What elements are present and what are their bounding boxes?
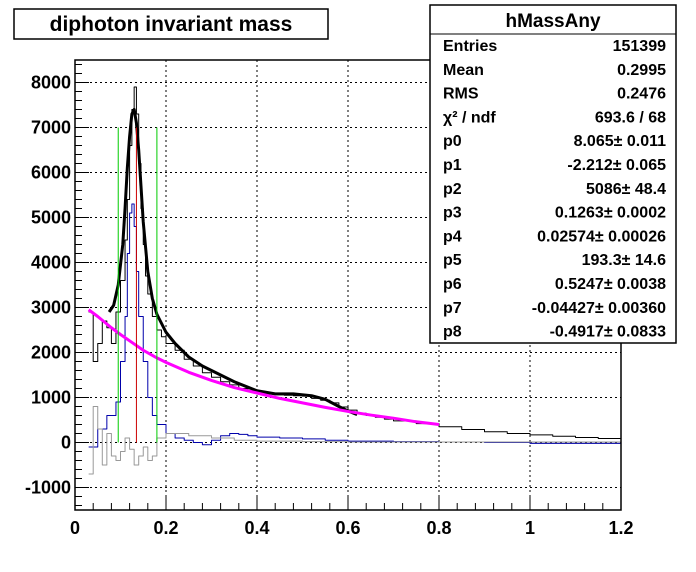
stats-value: -0.04427± 0.00360 xyxy=(532,300,666,317)
stats-value: 693.6 / 68 xyxy=(595,109,666,126)
series-layer xyxy=(87,86,622,475)
stats-label: RMS xyxy=(443,86,479,103)
stats-frame xyxy=(429,4,677,344)
x-tick-label: 0.8 xyxy=(426,518,451,538)
stats-box: hMassAny Entries 151399 Mean 0.2995 RMS 0.247… xyxy=(429,4,677,344)
stats-value: 8.065± 0.011 xyxy=(574,133,667,150)
chart-title: diphoton invariant mass xyxy=(50,13,293,36)
stats-label: Entries xyxy=(443,38,497,55)
stats-label: p5 xyxy=(443,252,462,269)
x-tick-labels: 0 0.2 0.4 0.6 0.8 1 1.2 xyxy=(70,518,634,538)
stats-label: p8 xyxy=(443,324,462,341)
y-tick-label: 7000 xyxy=(31,118,71,138)
x-tick-label: 0.2 xyxy=(153,518,178,538)
y-tick-label: 2000 xyxy=(31,343,71,363)
y-tick-label: -1000 xyxy=(25,478,71,498)
stats-label: p6 xyxy=(443,276,462,293)
y-tick-label: 1000 xyxy=(31,388,71,408)
axis-ticks xyxy=(74,64,622,510)
title-frame xyxy=(13,8,329,40)
y-tick-labels: -1000 0 1000 2000 3000 4000 5000 6000 7000 8000 xyxy=(25,73,71,498)
stats-value: 193.3± 14.6 xyxy=(582,252,667,269)
stats-label: p1 xyxy=(443,157,462,174)
y-tick-label: 5000 xyxy=(31,208,71,228)
stats-label: p2 xyxy=(443,181,462,198)
stats-label: χ² / ndf xyxy=(443,109,496,126)
series-4-line xyxy=(87,308,440,426)
x-tick-label: 1.2 xyxy=(608,518,633,538)
stats-value: -0.4917± 0.0833 xyxy=(550,324,667,341)
stats-title: hMassAny xyxy=(505,11,600,32)
stats-label: p7 xyxy=(443,300,462,317)
y-tick-label: 0 xyxy=(61,433,71,453)
title-box: diphoton invariant mass xyxy=(13,8,329,40)
vertical-lines xyxy=(117,127,158,443)
stats-value: 5086± 48.4 xyxy=(586,181,666,198)
y-tick-label: 6000 xyxy=(31,163,71,183)
y-tick-label: 8000 xyxy=(31,73,71,93)
stats-label: Mean xyxy=(443,62,484,79)
stats-label: p4 xyxy=(443,228,462,245)
x-tick-label: 0.4 xyxy=(244,518,269,538)
stats-value: -2.212± 0.065 xyxy=(567,157,666,174)
stats-value: 0.2995 xyxy=(617,62,666,79)
stats-rows: Entries 151399 Mean 0.2995 RMS 0.2476 χ² / ndf… xyxy=(443,38,666,341)
y-tick-label: 3000 xyxy=(31,298,71,318)
stats-label: p3 xyxy=(443,205,462,222)
stats-value: 0.1263± 0.0002 xyxy=(555,205,666,222)
series-3-line xyxy=(107,108,358,416)
stats-value: 0.2476 xyxy=(617,86,666,103)
series-2-line xyxy=(88,406,621,475)
series-1-line xyxy=(88,203,621,448)
x-tick-label: 0.6 xyxy=(335,518,360,538)
stats-value: 0.5247± 0.0038 xyxy=(555,276,666,293)
stats-label: p0 xyxy=(443,133,462,150)
stats-value: 0.02574± 0.00026 xyxy=(537,228,666,245)
y-tick-label: 4000 xyxy=(31,253,71,273)
x-tick-label: 0 xyxy=(70,518,80,538)
x-tick-label: 1 xyxy=(525,518,535,538)
stats-value: 151399 xyxy=(613,38,666,55)
